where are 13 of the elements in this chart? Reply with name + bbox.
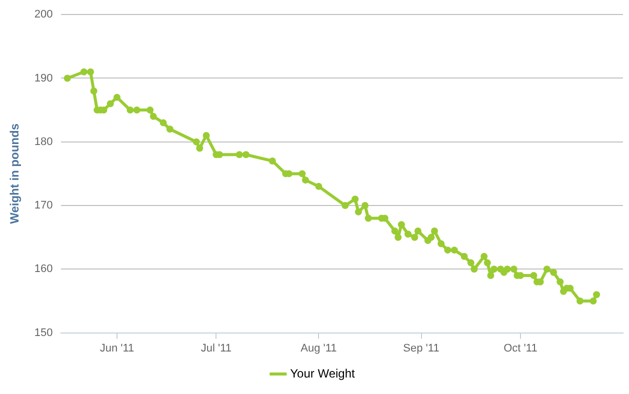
y-axis-title: Weight in pounds bbox=[8, 123, 22, 224]
x-tick-label: Sep '11 bbox=[403, 342, 440, 354]
y-tick-label: 160 bbox=[34, 263, 53, 276]
x-tick-label: Jun '11 bbox=[100, 342, 134, 354]
x-tick-label: Jul '11 bbox=[200, 342, 232, 354]
x-tick-label: Oct '11 bbox=[504, 342, 538, 354]
y-tick-label: 150 bbox=[34, 326, 53, 339]
y-tick-label: 200 bbox=[34, 8, 53, 21]
legend-label: Your Weight bbox=[290, 366, 356, 380]
y-tick-label: 170 bbox=[34, 200, 53, 212]
x-tick-label: Aug '11 bbox=[300, 342, 337, 354]
y-tick-label: 180 bbox=[34, 136, 53, 148]
y-tick-label: 190 bbox=[34, 72, 53, 84]
